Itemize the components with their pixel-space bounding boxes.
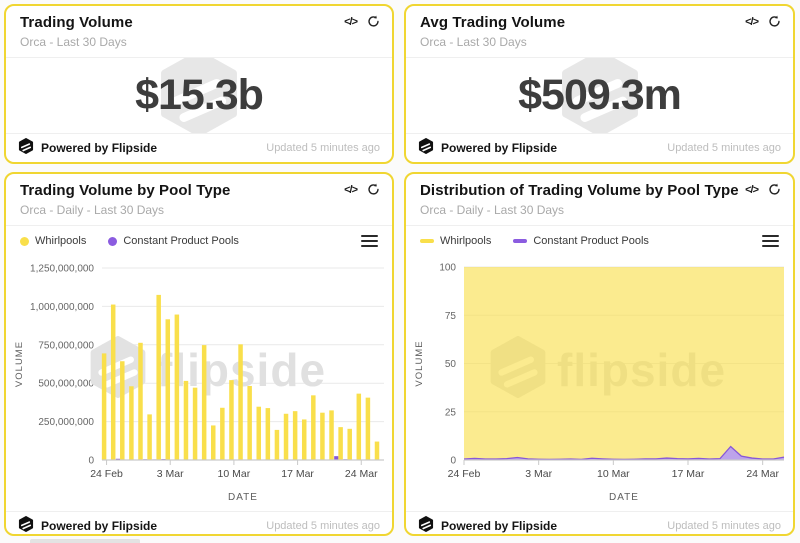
legend-label: Constant Product Pools xyxy=(533,235,649,247)
updated-timestamp: Updated 5 minutes ago xyxy=(667,520,781,532)
legend-item-whirlpools[interactable]: Whirlpools xyxy=(420,235,491,247)
chart-body: 0 250,000,000 500,000,000 750,000,000 1,000,… xyxy=(6,256,392,511)
svg-text:250,000,000: 250,000,000 xyxy=(38,417,94,428)
card-title: Trading Volume by Pool Type xyxy=(20,182,231,199)
card-volume-by-pool-type: Trading Volume by Pool Type Orca - Daily… xyxy=(4,172,394,536)
refresh-icon[interactable] xyxy=(768,183,781,196)
card-footer: Powered by Flipside Updated 5 minutes ag… xyxy=(6,511,392,540)
svg-text:50: 50 xyxy=(445,359,457,370)
flipside-logo-icon xyxy=(18,515,34,537)
svg-text:1,000,000,000: 1,000,000,000 xyxy=(30,302,94,313)
card-trading-volume: Trading Volume Orca - Last 30 Days </> $… xyxy=(4,4,394,164)
card-subtitle: Orca - Daily - Last 30 Days xyxy=(420,203,565,217)
card-subtitle: Orca - Last 30 Days xyxy=(420,35,527,49)
svg-text:1,250,000,000: 1,250,000,000 xyxy=(30,264,94,275)
whirlpools-marker-icon xyxy=(20,236,29,246)
svg-text:24 Mar: 24 Mar xyxy=(746,468,779,480)
svg-text:25: 25 xyxy=(445,407,457,418)
svg-text:DATE: DATE xyxy=(609,492,639,503)
powered-by-label: Powered by Flipside xyxy=(41,141,158,155)
flipside-logo-icon xyxy=(418,515,434,537)
svg-text:17 Mar: 17 Mar xyxy=(281,468,314,480)
legend-item-constant-product-pools[interactable]: Constant Product Pools xyxy=(513,235,649,247)
svg-text:750,000,000: 750,000,000 xyxy=(38,340,94,351)
code-icon[interactable]: </> xyxy=(745,15,759,28)
legend-item-constant-product-pools[interactable]: Constant Product Pools xyxy=(108,235,239,247)
card-subtitle: Orca - Daily - Last 30 Days xyxy=(20,203,165,217)
code-icon[interactable]: </> xyxy=(344,183,358,196)
powered-by-label: Powered by Flipside xyxy=(441,519,558,533)
code-icon[interactable]: </> xyxy=(344,15,358,28)
svg-text:10 Mar: 10 Mar xyxy=(597,468,630,480)
flipside-watermark-icon xyxy=(557,58,643,133)
chart-menu-icon[interactable] xyxy=(762,235,779,247)
svg-text:10 Mar: 10 Mar xyxy=(218,468,251,480)
svg-text:0: 0 xyxy=(88,456,94,467)
refresh-icon[interactable] xyxy=(367,15,380,28)
updated-timestamp: Updated 5 minutes ago xyxy=(266,142,380,154)
chart-legend: Whirlpools Constant Product Pools xyxy=(6,226,392,256)
card-title: Distribution of Trading Volume by Pool T… xyxy=(420,182,739,199)
stat-body: $509.3m xyxy=(406,58,793,133)
card-footer: Powered by Flipside Updated 5 minutes ag… xyxy=(406,133,793,162)
card-header: Avg Trading Volume Orca - Last 30 Days <… xyxy=(406,6,793,58)
constant-product-marker-icon xyxy=(108,236,118,246)
whirlpools-marker-icon xyxy=(420,239,434,243)
card-footer: Powered by Flipside Updated 5 minutes ag… xyxy=(406,511,793,540)
card-title: Trading Volume xyxy=(20,14,133,31)
refresh-icon[interactable] xyxy=(768,15,781,28)
svg-text:VOLUME: VOLUME xyxy=(14,341,25,387)
bar-chart-canvas[interactable]: 0 250,000,000 500,000,000 750,000,000 1,000,… xyxy=(6,256,392,506)
page-bottom-strip xyxy=(30,539,140,543)
svg-text:0: 0 xyxy=(450,456,456,467)
stat-body: $15.3b xyxy=(6,58,392,133)
card-header: Trading Volume Orca - Last 30 Days </> xyxy=(6,6,392,58)
flipside-logo-icon xyxy=(418,137,434,159)
svg-text:24 Mar: 24 Mar xyxy=(345,468,378,480)
chart-legend: Whirlpools Constant Product Pools xyxy=(406,226,793,256)
refresh-icon[interactable] xyxy=(367,183,380,196)
card-distribution-by-pool-type: Distribution of Trading Volume by Pool T… xyxy=(404,172,795,536)
card-footer: Powered by Flipside Updated 5 minutes ag… xyxy=(6,133,392,162)
svg-text:75: 75 xyxy=(445,311,457,322)
constant-product-marker-icon xyxy=(513,239,528,243)
card-header: Trading Volume by Pool Type Orca - Daily… xyxy=(6,174,392,226)
updated-timestamp: Updated 5 minutes ago xyxy=(266,520,380,532)
svg-text:3 Mar: 3 Mar xyxy=(157,468,184,480)
svg-text:100: 100 xyxy=(439,263,456,274)
powered-by-label: Powered by Flipside xyxy=(441,141,558,155)
svg-text:24 Feb: 24 Feb xyxy=(448,468,481,480)
powered-by-label: Powered by Flipside xyxy=(41,519,158,533)
chart-menu-icon[interactable] xyxy=(361,235,378,247)
legend-label: Whirlpools xyxy=(440,235,492,247)
legend-label: Constant Product Pools xyxy=(123,235,239,247)
card-header: Distribution of Trading Volume by Pool T… xyxy=(406,174,793,226)
svg-text:VOLUME: VOLUME xyxy=(414,340,425,386)
svg-text:3 Mar: 3 Mar xyxy=(525,468,552,480)
flipside-logo-icon xyxy=(18,137,34,159)
svg-text:17 Mar: 17 Mar xyxy=(672,468,705,480)
svg-text:500,000,000: 500,000,000 xyxy=(38,379,94,390)
card-avg-trading-volume: Avg Trading Volume Orca - Last 30 Days <… xyxy=(404,4,795,164)
stat-value: $15.3b xyxy=(135,71,264,119)
code-icon[interactable]: </> xyxy=(745,183,759,196)
flipside-watermark-icon xyxy=(156,58,242,133)
card-subtitle: Orca - Last 30 Days xyxy=(20,35,127,49)
svg-text:DATE: DATE xyxy=(228,492,258,503)
legend-item-whirlpools[interactable]: Whirlpools xyxy=(20,235,86,247)
updated-timestamp: Updated 5 minutes ago xyxy=(667,142,781,154)
legend-label: Whirlpools xyxy=(35,235,87,247)
card-title: Avg Trading Volume xyxy=(420,14,566,31)
stat-value: $509.3m xyxy=(518,71,682,119)
svg-text:24 Feb: 24 Feb xyxy=(90,468,123,480)
